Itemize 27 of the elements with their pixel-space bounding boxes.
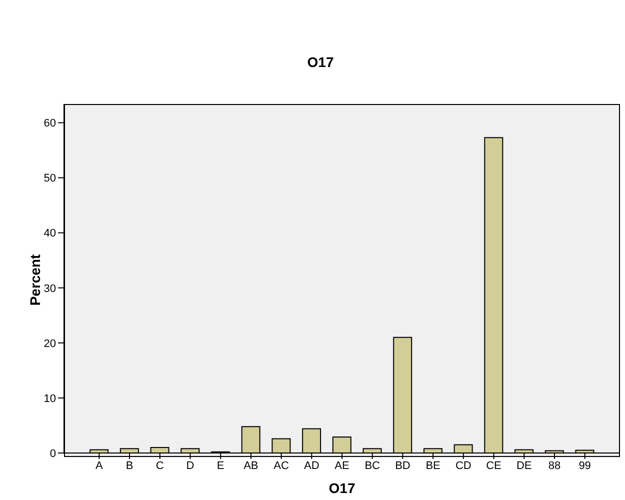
x-tick-label: DE — [516, 460, 532, 472]
y-tick-label: 20 — [44, 338, 56, 350]
x-tick-label: AE — [334, 460, 350, 472]
y-tick-label: 0 — [50, 448, 56, 460]
x-tick-label: CE — [486, 460, 502, 472]
x-tick-label: AC — [274, 460, 289, 472]
x-tick-label: 88 — [548, 460, 561, 472]
x-tick-label: B — [126, 460, 134, 472]
x-tick-label: A — [96, 460, 104, 472]
x-tick-label: AB — [244, 460, 258, 472]
y-tick-label: 40 — [44, 228, 56, 240]
y-tick-label: 10 — [44, 392, 56, 405]
x-tick-label: D — [186, 460, 194, 472]
y-tick-label: 30 — [44, 282, 56, 295]
x-tick-label: CD — [455, 460, 472, 472]
x-tick-label: BD — [395, 460, 410, 472]
x-tick-label: 99 — [578, 460, 591, 472]
x-tick-label: BE — [426, 460, 440, 472]
x-axis-title: O17 — [328, 480, 356, 496]
y-tick-label: 50 — [44, 172, 56, 185]
x-tick-label: BC — [364, 460, 380, 472]
x-tick-label: C — [156, 460, 164, 472]
y-axis-title: Percent — [27, 254, 43, 306]
x-tick-label: AD — [304, 460, 320, 472]
x-tick-label: E — [216, 460, 224, 472]
chart-title: O17 — [306, 54, 335, 70]
y-tick-label: 60 — [44, 118, 56, 130]
